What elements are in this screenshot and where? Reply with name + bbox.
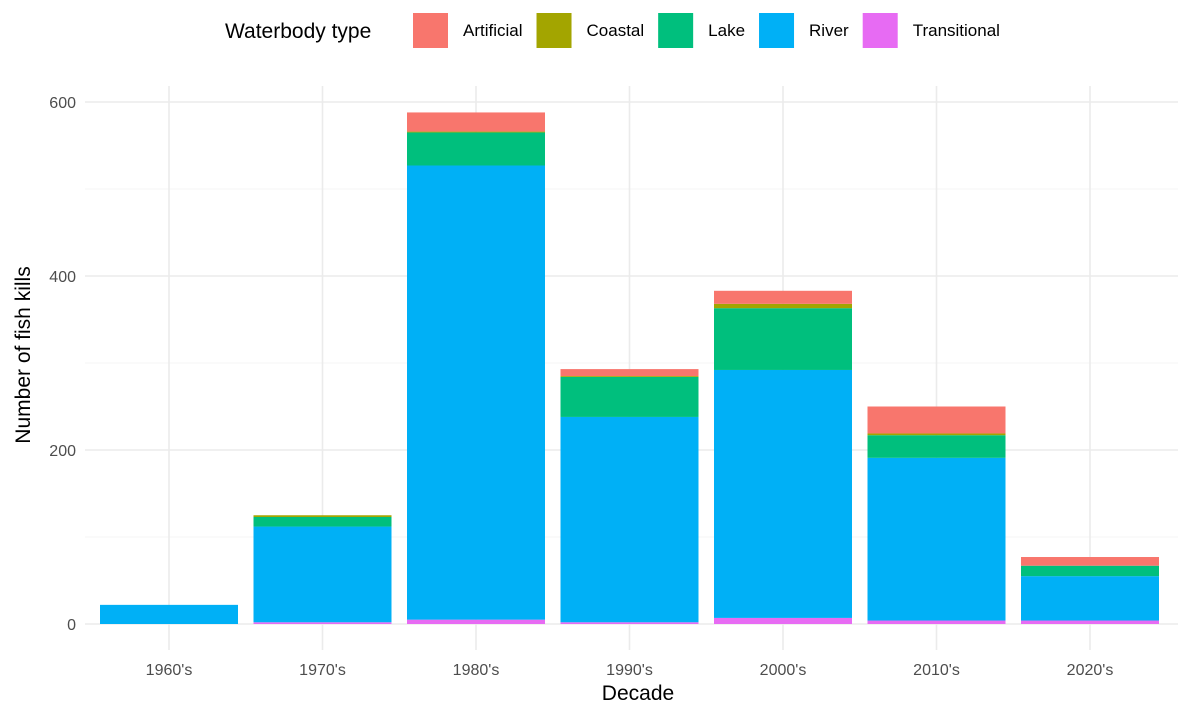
bar-2000-s-river [714, 369, 852, 618]
x-tick-label: 2010's [913, 662, 960, 679]
plot-area: 0 200 400 600 1960's 1970's 1980's 1990's 2000'… [49, 86, 1178, 679]
legend-label-coastal: Coastal [587, 21, 645, 40]
bar-2020-s-transitional [1021, 620, 1159, 624]
bar-2020-s-lake [1021, 565, 1159, 577]
bar-1970-s-transitional [253, 622, 392, 624]
y-axis-title: Number of fish kills [12, 266, 35, 443]
bar-1980-s-transitional [407, 619, 545, 624]
bar-1990-s-artificial [560, 369, 699, 377]
y-tick-label: 0 [67, 617, 76, 634]
bar-2010-s-artificial [867, 406, 1006, 434]
bar-1990-s-lake [560, 376, 699, 417]
bar-1990-s-coastal [560, 376, 699, 377]
legend-label-artificial: Artificial [463, 21, 523, 40]
x-axis-title: Decade [602, 682, 674, 703]
legend: Waterbody type Artificial Coastal Lake Rive… [225, 13, 1000, 48]
y-tick-label: 400 [49, 269, 76, 286]
bar-2000-s-transitional [714, 617, 852, 624]
bar-2000-s-artificial [714, 290, 852, 304]
x-tick-label: 1970's [299, 662, 346, 679]
legend-swatch-river [759, 13, 795, 48]
x-tick-label: 1990's [606, 662, 653, 679]
bar-2010-s-transitional [867, 620, 1006, 624]
x-tick-label: 1980's [453, 662, 500, 679]
bar-1980-s-coastal [407, 131, 545, 133]
x-tick-label: 2020's [1067, 662, 1114, 679]
legend-swatch-lake [658, 13, 694, 48]
bar-2010-s-river [867, 457, 1006, 621]
legend-swatch-artificial [413, 13, 448, 48]
bar-2010-s-lake [867, 435, 1006, 458]
bar-1970-s-river [253, 526, 392, 623]
bar-1970-s-lake [253, 516, 392, 527]
bar-1980-s-river [407, 165, 545, 620]
legend-swatch-transitional [862, 13, 898, 48]
legend-label-transitional: Transitional [913, 21, 1000, 40]
legend-label-lake: Lake [708, 21, 745, 40]
legend-title: Waterbody type [225, 20, 371, 43]
legend-swatch-coastal [536, 13, 572, 48]
bar-2000-s-coastal [714, 303, 852, 309]
bar-2020-s-river [1021, 576, 1159, 621]
bar-2010-s-coastal [867, 433, 1006, 436]
y-tick-label: 200 [49, 443, 76, 460]
bar-1970-s-coastal [253, 515, 392, 517]
y-tick-label: 600 [49, 95, 76, 112]
x-tick-label: 2000's [760, 662, 807, 679]
bar-1980-s-artificial [407, 112, 545, 132]
bar-2000-s-lake [714, 308, 852, 370]
bar-1980-s-lake [407, 132, 545, 166]
bar-1960-s-river [100, 604, 238, 624]
bar-1990-s-transitional [560, 622, 699, 624]
bar-1990-s-river [560, 416, 699, 623]
legend-label-river: River [809, 21, 849, 40]
x-tick-label: 1960's [146, 662, 193, 679]
bar-2020-s-artificial [1021, 557, 1159, 566]
